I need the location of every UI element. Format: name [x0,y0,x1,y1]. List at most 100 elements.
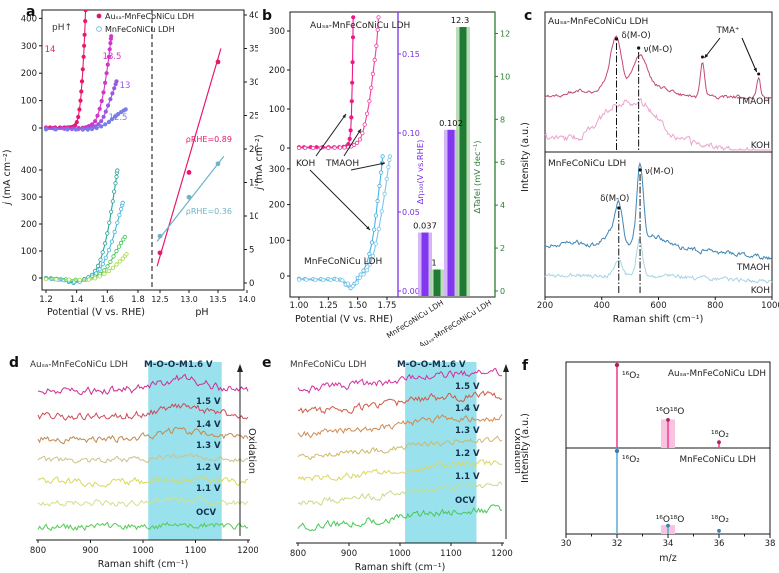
data-marker [350,283,356,289]
curve-label: KOH [751,141,770,151]
data-marker [96,122,101,127]
y-axis-label: Intensity (a.u.) [520,122,531,192]
chart-element: j [2,202,13,207]
data-marker [369,85,374,90]
bar-value-label: 12.3 [451,15,469,25]
y-tick-label: 0 [249,279,254,289]
peak-dot [757,72,761,76]
ph-curve-label: 14 [45,45,56,55]
bar-tafel [433,269,441,296]
y-tick-label: 5 [249,246,254,256]
highlight-band [148,362,222,540]
subplot-title: Auₛₐ-MnFeCoNiCu LDH [310,21,410,31]
y-tick-label: 100 [21,247,37,257]
ph-curve-label: 12.5 [109,113,128,123]
data-marker [82,32,87,37]
annotation-arrow [704,37,721,59]
trace-label: 1.4 V [455,404,480,414]
arrowhead [380,162,385,166]
annotation-arrow [309,169,371,231]
data-marker [99,98,104,104]
data-marker [119,240,124,245]
trace-label: 1.2 V [455,449,480,459]
data-marker [370,71,376,77]
peak-label: δ(M-O) [622,31,651,41]
y-tick-label: 200 [269,66,285,76]
bar-tick-label: 10 [500,72,510,81]
data-marker [348,128,353,133]
raman-trace [37,402,249,421]
legend-label: Auₛₐ-MnFeCoNiCu LDH [105,12,194,21]
peak-label: ν(M-O) [644,45,673,55]
data-marker [386,165,391,170]
x-axis-label: Raman shift (cm⁻¹) [98,559,189,570]
data-marker [106,54,112,59]
data-marker [351,15,356,20]
band-label: M-O-O-M [144,360,188,370]
ph-arrow-annotation: pH↑ [52,23,72,33]
x-axis-label: Raman shift (cm⁻¹) [613,314,704,325]
lsv-curves [43,10,129,285]
x-axis-label: m/z [659,553,676,564]
x-tick-label: 1000 [132,546,154,556]
y-tick-label: 400 [21,166,37,176]
raman-trace [37,496,249,508]
scatter-point [186,170,192,175]
x-tick-label: 30 [561,539,572,549]
bar-eta [421,232,429,296]
data-marker [321,277,326,282]
annotation-arrow [315,113,347,157]
data-marker [332,145,337,150]
data-marker [89,127,95,132]
y-axis-label: j (mA cm⁻²) [254,134,265,191]
raman-curve [544,97,772,151]
raman-trace [297,459,503,482]
x-tick-label: 600 [650,301,666,311]
data-marker [354,280,359,285]
data-marker [109,34,114,39]
ph-curve-label: 13.5 [103,52,122,62]
bar-axis-label: ΔTafel (mV dec⁻¹) [472,141,482,214]
data-marker [379,209,384,214]
data-marker [360,131,365,136]
data-marker [110,265,116,270]
raman-trace [297,481,503,506]
peak-dot [614,37,619,41]
x-tick-label: 200 [537,301,553,311]
x-tick-label: 800 [707,301,723,311]
data-marker [384,176,389,182]
bar-tick-label: 12 [500,29,510,38]
raman-curve [544,35,773,100]
trace-label: 1.1 V [455,472,480,482]
data-marker [117,259,122,264]
legend-marker [96,13,102,19]
fit-label: ρRHE=0.36 [186,207,232,216]
subplot-title: MnFeCoNiCu LDH [290,360,367,370]
data-marker [108,97,113,102]
plot-frame [41,9,245,291]
trace-label: OCV [196,508,216,518]
panel-d-chart: 800 900 1000 1100 1200 Raman shift (cm⁻¹) 1.5 … [30,360,258,570]
data-marker [372,57,377,63]
ms-peak-dot [717,440,721,445]
data-marker [296,277,302,282]
y-tick-label: 0 [280,144,285,154]
ph-curve-label: 13 [120,81,131,91]
data-marker [96,263,101,268]
data-marker [116,244,122,249]
data-marker [65,127,70,132]
data-marker [122,234,128,240]
data-marker [103,122,108,127]
bar-tick-label: 0.15 [402,50,420,59]
data-marker [313,277,318,282]
x-axis-label: Raman shift (cm⁻¹) [355,562,446,573]
data-marker [374,43,379,48]
bar-value-label: 1 [431,258,436,268]
x-tick-label: 1200 [237,546,258,556]
data-curve [299,156,384,289]
data-marker [97,274,102,279]
curve-label: TMAOH [736,97,770,107]
data-marker [106,103,111,108]
data-marker [347,136,352,141]
y-tick-label: 200 [21,220,37,230]
